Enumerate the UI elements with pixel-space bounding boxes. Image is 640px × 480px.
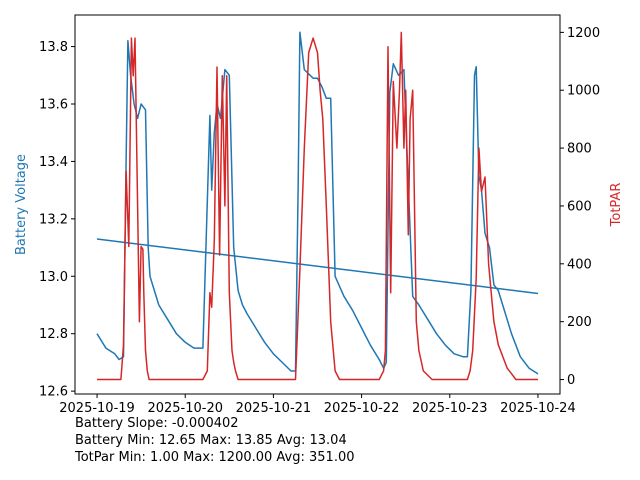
right-axis-label: TotPAR bbox=[609, 183, 624, 228]
x-tick-label: 2025-10-20 bbox=[147, 401, 223, 416]
x-tick-label: 2025-10-22 bbox=[324, 401, 400, 416]
left-tick-label: 13.2 bbox=[39, 212, 68, 227]
left-tick-label: 13.6 bbox=[39, 98, 68, 113]
right-tick-label: 800 bbox=[567, 142, 592, 157]
totpar-line bbox=[97, 31, 538, 381]
right-tick-label: 1200 bbox=[567, 26, 600, 41]
battery-voltage-line bbox=[96, 31, 539, 375]
x-tick-label: 2025-10-21 bbox=[236, 401, 312, 416]
stats-block: Battery Slope: -0.000402 Battery Min: 12… bbox=[75, 415, 355, 466]
x-tick-label: 2025-10-19 bbox=[59, 401, 135, 416]
left-tick-label: 13.8 bbox=[39, 40, 68, 55]
battery-minmax-text: Battery Min: 12.65 Max: 13.85 Avg: 13.04 bbox=[75, 433, 347, 448]
left-tick-label: 13.0 bbox=[39, 270, 68, 285]
left-tick-label: 12.6 bbox=[39, 385, 68, 400]
right-tick-label: 200 bbox=[567, 315, 592, 330]
right-tick-label: 600 bbox=[567, 199, 592, 214]
left-tick-label: 13.4 bbox=[39, 155, 68, 170]
left-tick-label: 12.8 bbox=[39, 327, 68, 342]
right-tick-label: 1000 bbox=[567, 84, 600, 99]
battery-trend-line bbox=[96, 238, 539, 295]
totpar-minmax-text: TotPar Min: 1.00 Max: 1200.00 Avg: 351.0… bbox=[75, 450, 355, 465]
left-axis-label: Battery Voltage bbox=[14, 154, 29, 255]
right-tick-label: 0 bbox=[567, 373, 575, 388]
x-tick-label: 2025-10-23 bbox=[412, 401, 488, 416]
x-tick-label: 2025-10-24 bbox=[500, 401, 576, 416]
right-tick-label: 400 bbox=[567, 257, 592, 272]
battery-slope-text: Battery Slope: -0.000402 bbox=[75, 416, 239, 431]
plot-frame bbox=[74, 14, 561, 395]
